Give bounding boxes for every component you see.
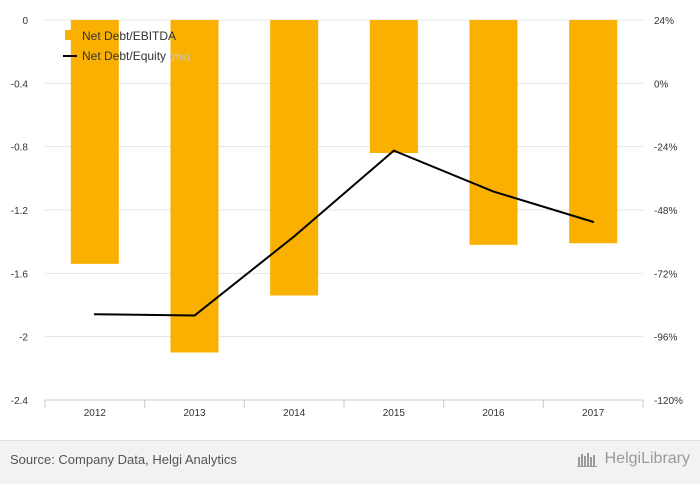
bar-series — [70, 20, 618, 353]
y-left-tick-label: -0.4 — [11, 79, 29, 90]
y-right-tick-label: -120% — [654, 396, 683, 407]
brand-logo: HelgiLibrary — [576, 450, 690, 468]
y-left-tick-label: -1.6 — [11, 269, 29, 280]
y-right-tick-label: -72% — [654, 269, 677, 280]
bar — [369, 20, 418, 153]
line-point — [592, 220, 595, 223]
x-tick-label: 2015 — [383, 408, 406, 419]
y-right-tick-label: -96% — [654, 333, 677, 344]
legend: Net Debt/EBITDA Net Debt/Equity (rhs) — [63, 29, 190, 63]
y-left-tick-label: -1.2 — [11, 206, 29, 217]
x-tick-label: 2017 — [582, 408, 605, 419]
bar — [70, 20, 119, 264]
legend-label-ebitda: Net Debt/EBITDA — [82, 29, 176, 43]
axes: 0 24% -0.4 0% -0.8 -24% -1.2 -48% -1.6 -72% -2 -96%… — [11, 16, 683, 419]
line-path — [94, 149, 594, 317]
y-left-tick-label: 0 — [22, 16, 28, 27]
y-right-tick-label: -48% — [654, 206, 677, 217]
legend-label-equity-suffix: (rhs) — [169, 52, 190, 63]
line-point — [392, 149, 395, 152]
x-tick-label: 2014 — [283, 408, 306, 419]
bar — [469, 20, 518, 245]
bar — [170, 20, 219, 353]
y-right-tick-label: 24% — [654, 16, 674, 27]
y-right-tick-label: -24% — [654, 143, 677, 154]
y-left-tick-label: -0.8 — [11, 143, 29, 154]
x-tick-label: 2016 — [482, 408, 505, 419]
line-point — [492, 190, 495, 193]
y-right-tick-label: 0% — [654, 79, 669, 90]
bar — [270, 20, 319, 296]
x-tick-label: 2013 — [183, 408, 206, 419]
legend-label-equity-name: Net Debt/Equity — [82, 49, 166, 63]
bar — [569, 20, 618, 244]
line-point — [293, 235, 296, 238]
footer: Source: Company Data, Helgi Analytics He… — [0, 440, 700, 484]
grid-lines — [45, 19, 643, 338]
source-text: Source: Company Data, Helgi Analytics — [10, 452, 237, 467]
legend-label-equity: Net Debt/Equity (rhs) — [82, 49, 190, 63]
x-tick-label: 2012 — [84, 408, 107, 419]
y-left-tick-label: -2.4 — [11, 396, 29, 407]
line-series — [93, 149, 595, 317]
legend-swatch-ebitda — [65, 30, 75, 40]
chart: 0 24% -0.4 0% -0.8 -24% -1.2 -48% -1.6 -72% -2 -96%… — [11, 16, 683, 419]
line-point — [93, 313, 96, 316]
y-left-tick-label: -2 — [19, 333, 28, 344]
line-point — [193, 314, 196, 317]
brand-name: HelgiLibrary — [604, 450, 690, 467]
library-icon — [576, 453, 597, 467]
